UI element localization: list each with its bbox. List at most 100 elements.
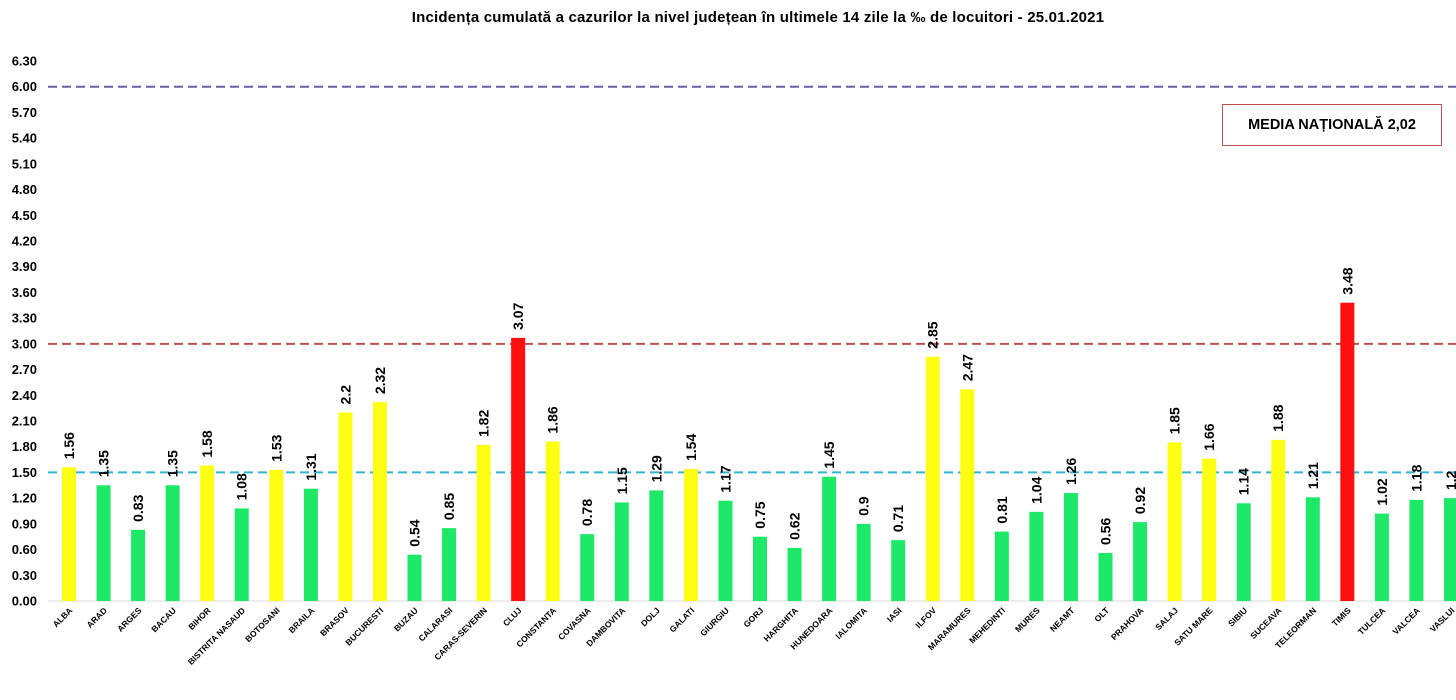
bar bbox=[1236, 503, 1251, 601]
bar bbox=[407, 554, 422, 601]
bar bbox=[753, 536, 767, 601]
x-tick-label: TULCEA bbox=[1356, 605, 1387, 636]
y-tick-label: 3.90 bbox=[12, 259, 37, 274]
x-tick-label: SALAJ bbox=[1153, 605, 1180, 632]
y-tick-label: 6.00 bbox=[12, 79, 37, 94]
x-tick-label: BUZAU bbox=[392, 605, 420, 633]
value-label: 0.62 bbox=[787, 512, 803, 539]
value-label: 1.35 bbox=[96, 450, 112, 477]
bar bbox=[1409, 499, 1424, 601]
bar bbox=[234, 508, 249, 601]
value-label: 0.78 bbox=[579, 499, 595, 526]
bar bbox=[1444, 498, 1456, 601]
value-label: 0.75 bbox=[752, 501, 768, 528]
x-tick-label: OLT bbox=[1092, 605, 1111, 624]
x-tick-label: ALBA bbox=[51, 605, 75, 629]
x-tick-label: GORJ bbox=[741, 605, 765, 629]
value-label: 2.85 bbox=[925, 321, 941, 348]
x-tick-label: GALATI bbox=[667, 605, 696, 634]
y-tick-label: 4.80 bbox=[12, 182, 37, 197]
x-tick-label: ILFOV bbox=[913, 605, 938, 630]
value-label: 3.07 bbox=[510, 302, 526, 329]
y-tick-label: 5.10 bbox=[12, 156, 37, 171]
y-tick-label: 4.20 bbox=[12, 234, 37, 249]
bar bbox=[960, 389, 975, 601]
x-tick-label: MEHEDINTI bbox=[967, 605, 1007, 645]
x-tick-label: TIMIS bbox=[1330, 605, 1353, 628]
y-axis: 0.00 0.30 0.60 0.90 1.20 1.50 1.80 2.10 2.40 2.70… bbox=[12, 54, 1456, 609]
bar bbox=[476, 445, 491, 601]
bar bbox=[1133, 522, 1148, 601]
bar bbox=[1374, 513, 1389, 601]
y-tick-label: 1.20 bbox=[12, 491, 37, 506]
value-label: 0.83 bbox=[130, 494, 146, 521]
value-label: 1.54 bbox=[683, 434, 699, 461]
y-tick-label: 0.60 bbox=[12, 542, 37, 557]
chart-title: Incidența cumulată a cazurilor la nivel … bbox=[411, 9, 1105, 26]
y-tick-label: 2.70 bbox=[12, 362, 37, 377]
y-tick-label: 0.30 bbox=[12, 568, 37, 583]
value-label: 1.56 bbox=[61, 432, 77, 459]
bar bbox=[200, 465, 215, 601]
threshold-lines bbox=[48, 85, 1456, 474]
value-label: 2.47 bbox=[959, 354, 975, 381]
value-label: 0.85 bbox=[441, 493, 457, 520]
value-label: 1.02 bbox=[1374, 478, 1390, 505]
bar bbox=[1029, 511, 1044, 601]
value-label: 1.08 bbox=[234, 473, 250, 500]
value-label: 3.48 bbox=[1339, 267, 1355, 294]
x-tick-label: NEAMT bbox=[1048, 605, 1077, 634]
bar bbox=[338, 412, 353, 601]
bar bbox=[856, 523, 871, 601]
value-label: 0.56 bbox=[1098, 518, 1114, 545]
x-tick-label: ARGES bbox=[115, 605, 144, 634]
value-label: 0.71 bbox=[890, 505, 906, 532]
bar bbox=[303, 488, 318, 601]
bar bbox=[442, 528, 457, 601]
value-label: 1.14 bbox=[1236, 468, 1252, 495]
x-tick-label: IASI bbox=[885, 605, 904, 624]
bar bbox=[545, 441, 560, 601]
value-label: 1.17 bbox=[717, 465, 733, 492]
value-label: 1.35 bbox=[165, 450, 181, 477]
bar bbox=[1305, 497, 1320, 601]
value-label: 1.15 bbox=[614, 467, 630, 494]
value-label: 1.21 bbox=[1305, 462, 1321, 489]
x-tick-label: MURES bbox=[1013, 605, 1042, 634]
bar bbox=[1098, 553, 1113, 601]
bar bbox=[269, 469, 284, 601]
y-tick-label: 5.40 bbox=[12, 131, 37, 146]
value-label: 0.92 bbox=[1132, 487, 1148, 514]
x-tick-label: GIURGIU bbox=[698, 605, 731, 638]
y-tick-label: 2.10 bbox=[12, 414, 37, 429]
bar bbox=[718, 500, 733, 601]
value-label: 2.32 bbox=[372, 367, 388, 394]
bar bbox=[994, 531, 1009, 601]
x-tick-label: PRAHOVA bbox=[1109, 605, 1146, 642]
bar bbox=[511, 337, 526, 601]
bar bbox=[1167, 442, 1182, 601]
value-label: 1.85 bbox=[1167, 407, 1183, 434]
x-tick-label: SUCEAVA bbox=[1248, 605, 1284, 641]
value-label: 0.54 bbox=[407, 519, 423, 546]
bar bbox=[1063, 493, 1078, 601]
bar bbox=[683, 469, 698, 601]
bar bbox=[649, 490, 664, 601]
x-tick-label: ARAD bbox=[85, 605, 109, 629]
y-tick-label: 3.00 bbox=[12, 336, 37, 351]
value-label: 1.86 bbox=[545, 406, 561, 433]
value-label: 1.04 bbox=[1028, 476, 1044, 503]
x-tick-label: DOLJ bbox=[639, 605, 662, 628]
x-tick-label: BOTOSANI bbox=[243, 605, 282, 644]
value-label: 1.88 bbox=[1270, 404, 1286, 431]
bar bbox=[1202, 458, 1217, 601]
value-label: 0.9 bbox=[856, 496, 872, 516]
value-label: 1.82 bbox=[476, 410, 492, 437]
y-tick-label: 6.30 bbox=[12, 54, 37, 69]
x-tick-label: IALOMITA bbox=[833, 605, 869, 641]
value-label: 1.26 bbox=[1063, 458, 1079, 485]
value-label: 1.53 bbox=[268, 434, 284, 461]
value-label: 1.29 bbox=[648, 455, 664, 482]
x-tick-label: BRAILA bbox=[286, 605, 316, 635]
